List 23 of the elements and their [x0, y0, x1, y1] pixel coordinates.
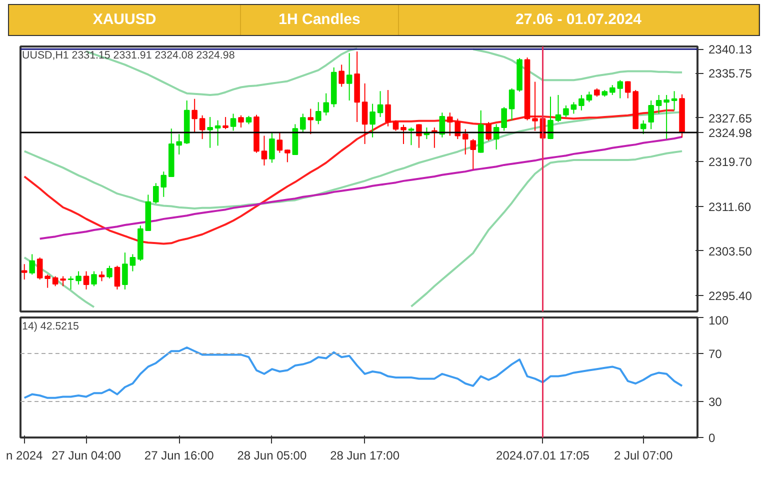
- y-tick-label: 2327.65: [708, 111, 752, 126]
- x-tick-label: 27 Jun 04:00: [52, 448, 122, 462]
- ref-line-label: 2324.98: [708, 126, 752, 140]
- y-tick-label: 70: [708, 347, 722, 361]
- x-tick-label: n 2024: [6, 448, 44, 462]
- x-tick-label: 28 Jun 17:00: [330, 448, 400, 462]
- text: 27.06 - 01.07.2024: [399, 5, 759, 35]
- y-tick-label: 2335.75: [708, 66, 752, 81]
- y-tick-label: 30: [708, 395, 722, 409]
- x-tick-label: 27 Jun 16:00: [144, 448, 214, 462]
- x-tick-label: 2 Jul 07:00: [614, 448, 674, 462]
- title: XAUUSD: [9, 5, 241, 35]
- ref-line-label: 2340.13: [708, 42, 752, 57]
- y-tick-label: 100: [708, 314, 729, 328]
- x-tick-label: 2024.07.01 17:05: [496, 448, 590, 462]
- chart-subtitle: 1H Candles: [241, 5, 399, 35]
- x-tick-label: 28 Jun 05:00: [237, 448, 307, 462]
- y-tick-label: 0: [708, 431, 716, 445]
- y-tick-label: 2303.50: [708, 244, 752, 258]
- y-tick-label: 2311.60: [708, 200, 752, 214]
- y-tick-label: 2319.70: [708, 155, 752, 170]
- annotation: 14) 42.5215: [22, 320, 80, 332]
- y-tick-label: 2295.40: [708, 289, 752, 304]
